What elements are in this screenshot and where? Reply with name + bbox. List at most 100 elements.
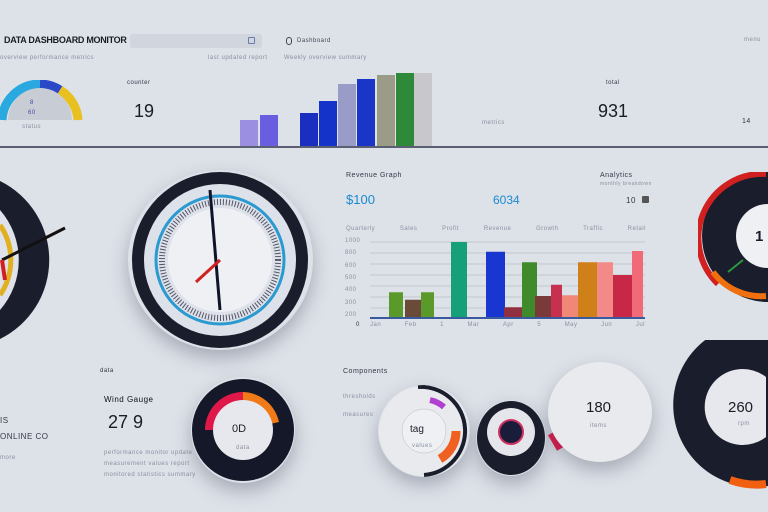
donut-value: 0D	[232, 423, 247, 435]
top-bar	[338, 84, 356, 147]
gauge-sub: 60	[28, 110, 36, 116]
bar	[597, 262, 613, 317]
x-label: Jun	[601, 322, 613, 328]
ring-sub: values	[412, 443, 433, 449]
chart-title: Revenue Graph	[346, 172, 402, 179]
bar	[632, 251, 643, 317]
top-left-gauge	[0, 80, 83, 121]
top-bar-chart	[240, 70, 435, 147]
metric-label: Wind Gauge	[104, 395, 154, 404]
x-label: Feb	[404, 322, 417, 328]
column-label: Retail	[627, 226, 646, 232]
column-label: Growth	[536, 226, 559, 232]
total-value: 931	[598, 101, 629, 121]
x-label: 5	[537, 322, 542, 328]
gauge-arc-orange	[728, 476, 767, 489]
gauge-face	[8, 88, 72, 120]
left-line: IS	[0, 416, 9, 425]
bar	[578, 262, 597, 317]
section-label: data	[100, 368, 114, 374]
counter-value: 19	[134, 101, 155, 121]
bar	[562, 295, 578, 317]
total-sub: metrics	[482, 120, 505, 126]
dial-value: 260	[728, 399, 754, 416]
user-icon[interactable]	[286, 37, 292, 45]
bar	[421, 292, 434, 317]
dial-gauge	[673, 340, 768, 489]
top-bar	[396, 73, 414, 147]
right-gauge-value: 1	[755, 228, 764, 245]
row-label: 400	[345, 287, 357, 294]
row-label: 1000	[345, 238, 361, 244]
needle-red	[194, 258, 222, 284]
total-label: total	[606, 80, 620, 86]
gauge-caption: status	[22, 124, 42, 130]
needle-red	[0, 259, 7, 281]
x-label: Mar	[467, 322, 480, 328]
bar	[522, 262, 537, 317]
user-label[interactable]: Dashboard	[297, 38, 331, 44]
compass-gauge-left	[0, 181, 66, 339]
column-label: Sales	[399, 226, 418, 232]
chart-mid-value: 6034	[493, 193, 520, 207]
far-right-value: 14	[742, 118, 751, 125]
gauge-arc-orange	[710, 270, 767, 300]
counter-label: counter	[127, 80, 151, 86]
row-label: 300	[345, 299, 357, 306]
bar	[405, 299, 421, 317]
divider	[0, 146, 768, 148]
column-labels: Quarterly Sales Profit Revenue Growth Traffic…	[346, 226, 646, 232]
dial-sub: rpm	[738, 421, 750, 427]
search-bar[interactable]	[130, 34, 262, 48]
row-label: 600	[345, 262, 357, 269]
row-label: 200	[345, 311, 357, 318]
left-line: ONLINE CO	[0, 432, 49, 441]
section2-line: thresholds	[343, 394, 376, 400]
top-bar	[260, 115, 278, 147]
gauge-ring	[0, 223, 14, 297]
calendar-icon[interactable]	[642, 196, 649, 203]
section2-line: measures	[343, 412, 374, 418]
top-bar	[414, 73, 432, 147]
menu-link[interactable]: menu	[744, 37, 762, 43]
search-icon[interactable]	[248, 37, 255, 44]
gauge-face	[736, 204, 768, 268]
top-bar	[319, 101, 337, 147]
subtitle-left: overview performance metrics	[0, 55, 95, 61]
x-label: May	[564, 322, 578, 328]
bar	[486, 251, 505, 317]
bar	[389, 292, 403, 317]
gauge-arc-red	[698, 172, 767, 287]
section2-label: Components	[343, 368, 388, 375]
gauge-bezel	[702, 172, 768, 302]
row-label: 800	[345, 250, 357, 257]
gauge-arc-blue	[0, 80, 41, 121]
chart-right-value: 10	[626, 196, 636, 205]
left-line: more	[0, 455, 16, 461]
donut-sub: data	[236, 445, 250, 451]
right-speed-gauge	[698, 172, 768, 302]
desc-line: monitored statistics summary	[104, 472, 196, 478]
bubble-sub: items	[590, 423, 607, 429]
x-label: Jan	[370, 322, 382, 328]
row-labels: 1000 800 600 500 400 300 200	[345, 238, 360, 318]
column-label: Revenue	[483, 226, 512, 232]
gauge-value: 8	[30, 100, 34, 106]
compass-gauge-center	[132, 172, 308, 348]
x-label: Jul	[635, 322, 645, 328]
column-label: Traffic	[583, 226, 603, 232]
bar	[535, 296, 551, 317]
donut-gauge	[192, 379, 294, 481]
bar	[551, 284, 562, 317]
page-title: DATA DASHBOARD MONITOR	[4, 35, 127, 45]
bubble-value: 180	[586, 399, 612, 416]
ring-gauge	[379, 385, 469, 477]
gauge-arc-navy	[39, 80, 63, 94]
top-bar	[300, 113, 318, 147]
chart-right-title: Analytics	[600, 172, 633, 179]
subtitle-right: Weekly overview summary	[284, 55, 367, 61]
top-bar	[240, 120, 258, 147]
bar	[613, 275, 632, 317]
gauge-arc-yellow	[57, 86, 83, 121]
knob-control[interactable]	[476, 400, 546, 476]
